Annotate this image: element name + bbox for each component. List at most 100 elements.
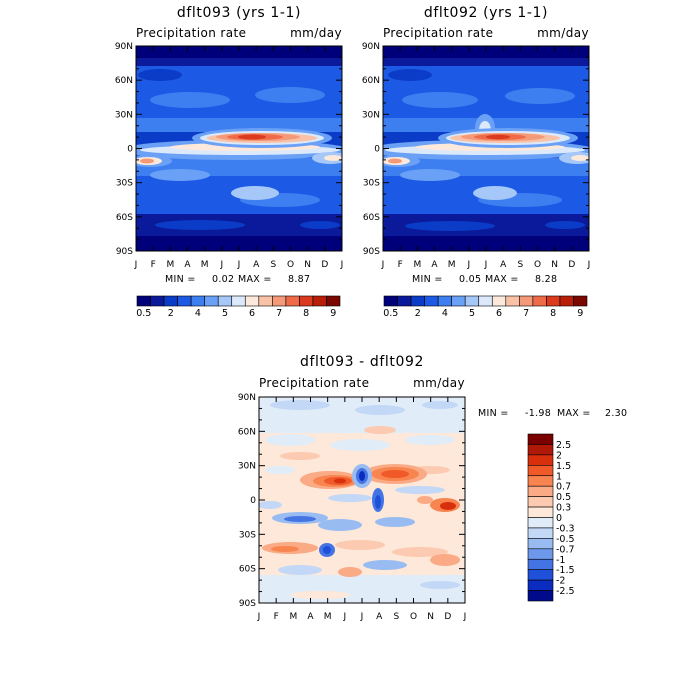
colorbar-label: 6	[496, 308, 502, 319]
patch-41	[278, 565, 322, 575]
colorbar-label: -2	[556, 576, 565, 587]
colorbar-swatch	[505, 295, 520, 307]
colorbar-label: -1.5	[556, 565, 575, 576]
patch-37	[335, 540, 385, 550]
x-tick-label: A	[431, 260, 438, 270]
colorbar-label: 4	[442, 308, 448, 319]
patch-44	[290, 591, 350, 599]
x-tick-label: A	[184, 260, 191, 270]
band-north-6	[238, 134, 266, 140]
colorbar: 0.5 2 4 5 6 7 8 9	[383, 295, 588, 319]
stat-min-label: MIN =	[412, 274, 443, 285]
blob-3	[138, 69, 182, 81]
colorbar-label: 8	[303, 308, 309, 319]
colorbar-label: 8	[550, 308, 556, 319]
colorbar-label: 4	[195, 308, 201, 319]
colorbar-swatch	[527, 485, 554, 497]
x-tick-label: J	[360, 612, 364, 622]
band-2	[383, 58, 589, 68]
blob-3	[388, 69, 432, 81]
blob-2	[505, 88, 575, 104]
colorbar-label: 1.5	[556, 461, 571, 472]
y-tick-label: 30S	[239, 530, 256, 540]
x-tick-label: D	[321, 260, 328, 270]
colorbar-swatch	[150, 295, 165, 307]
y-tick-label: 60N	[238, 427, 256, 437]
heatmap-field	[383, 46, 589, 251]
x-tick-label: M	[413, 260, 421, 270]
colorbar-swatch	[527, 590, 554, 602]
patch-7	[280, 452, 320, 460]
colorbar-swatch	[258, 295, 273, 307]
x-tick-label: J	[343, 612, 347, 622]
x-tick-label: J	[484, 260, 488, 270]
patch-40	[363, 560, 407, 570]
colorbar-swatch	[217, 295, 233, 307]
y-tick-label: 90N	[362, 42, 380, 52]
y-tick-label: 30N	[362, 110, 380, 120]
y-tick-label: 0	[127, 145, 133, 155]
south-east-2	[324, 155, 342, 161]
colorbar-swatch	[478, 295, 493, 307]
blob-8	[300, 221, 340, 229]
x-tick-label: J	[587, 260, 591, 270]
colorbar-swatch	[527, 579, 554, 591]
colorbar-swatch	[244, 295, 260, 307]
subtitle-variable: Precipitation rate	[259, 376, 369, 390]
patch-29	[284, 516, 316, 522]
subtitle-units: mm/day	[413, 376, 465, 390]
colorbar-label: 0	[556, 513, 562, 524]
colorbar-label: 5	[222, 308, 228, 319]
patch-3	[422, 401, 458, 409]
south-west-3	[140, 158, 154, 164]
x-tick-label: J	[220, 260, 224, 270]
y-tick-label: 30S	[116, 179, 133, 189]
colorbar-swatch	[527, 506, 554, 518]
stat-min-label: MIN =	[478, 408, 509, 419]
chart-title: dflt093 (yrs 1-1)	[177, 5, 301, 21]
colorbar-label: -0.3	[556, 523, 575, 534]
blob-1	[402, 92, 478, 108]
x-tick-label: A	[307, 612, 314, 622]
colorbar-swatch	[312, 295, 327, 307]
colorbar-label: 2.5	[556, 440, 571, 451]
y-tick-label: 60N	[115, 76, 133, 86]
patch-32	[259, 501, 282, 509]
blob-7	[155, 220, 245, 230]
stat-max-value: 2.30	[605, 408, 627, 419]
colorbar-swatch	[532, 295, 547, 307]
patch-39	[430, 554, 460, 566]
y-tick-label: 90S	[116, 247, 133, 257]
panel-difference: dflt093 - dflt092 Precipitation rate mm/…	[238, 354, 627, 622]
stat-max-label: MAX =	[485, 274, 519, 285]
colorbar-swatch	[326, 295, 341, 307]
colorbar-label: 0.5	[136, 308, 151, 319]
panel-dflt093: dflt093 (yrs 1-1) Precipitation rate mm/…	[115, 5, 344, 319]
x-tick-label: M	[448, 260, 456, 270]
patch-8	[364, 426, 396, 434]
colorbar-label: 0.3	[556, 503, 571, 514]
x-tick-label: F	[398, 260, 403, 270]
colorbar-label: 0.5	[556, 492, 571, 503]
blob-1	[150, 92, 230, 108]
patch-17	[381, 470, 409, 478]
x-tick-label: S	[517, 260, 523, 270]
patch-26	[440, 502, 456, 510]
stat-max-value: 8.87	[288, 274, 310, 285]
colorbar-swatch	[231, 295, 246, 307]
patch-42	[338, 567, 362, 577]
x-tick-label: O	[287, 260, 294, 270]
colorbar-label: 5	[469, 308, 475, 319]
colorbar-swatch	[527, 454, 554, 466]
colorbar-label: 2	[168, 308, 174, 319]
colorbar-swatch	[383, 295, 398, 307]
x-tick-label: S	[393, 612, 399, 622]
colorbar-swatch	[491, 295, 507, 307]
x-tick-label: M	[166, 260, 174, 270]
stat-min-value: -1.98	[525, 408, 551, 419]
y-tick-label: 60S	[363, 213, 380, 223]
colorbar-swatch	[190, 295, 205, 307]
patch-14	[334, 478, 346, 484]
